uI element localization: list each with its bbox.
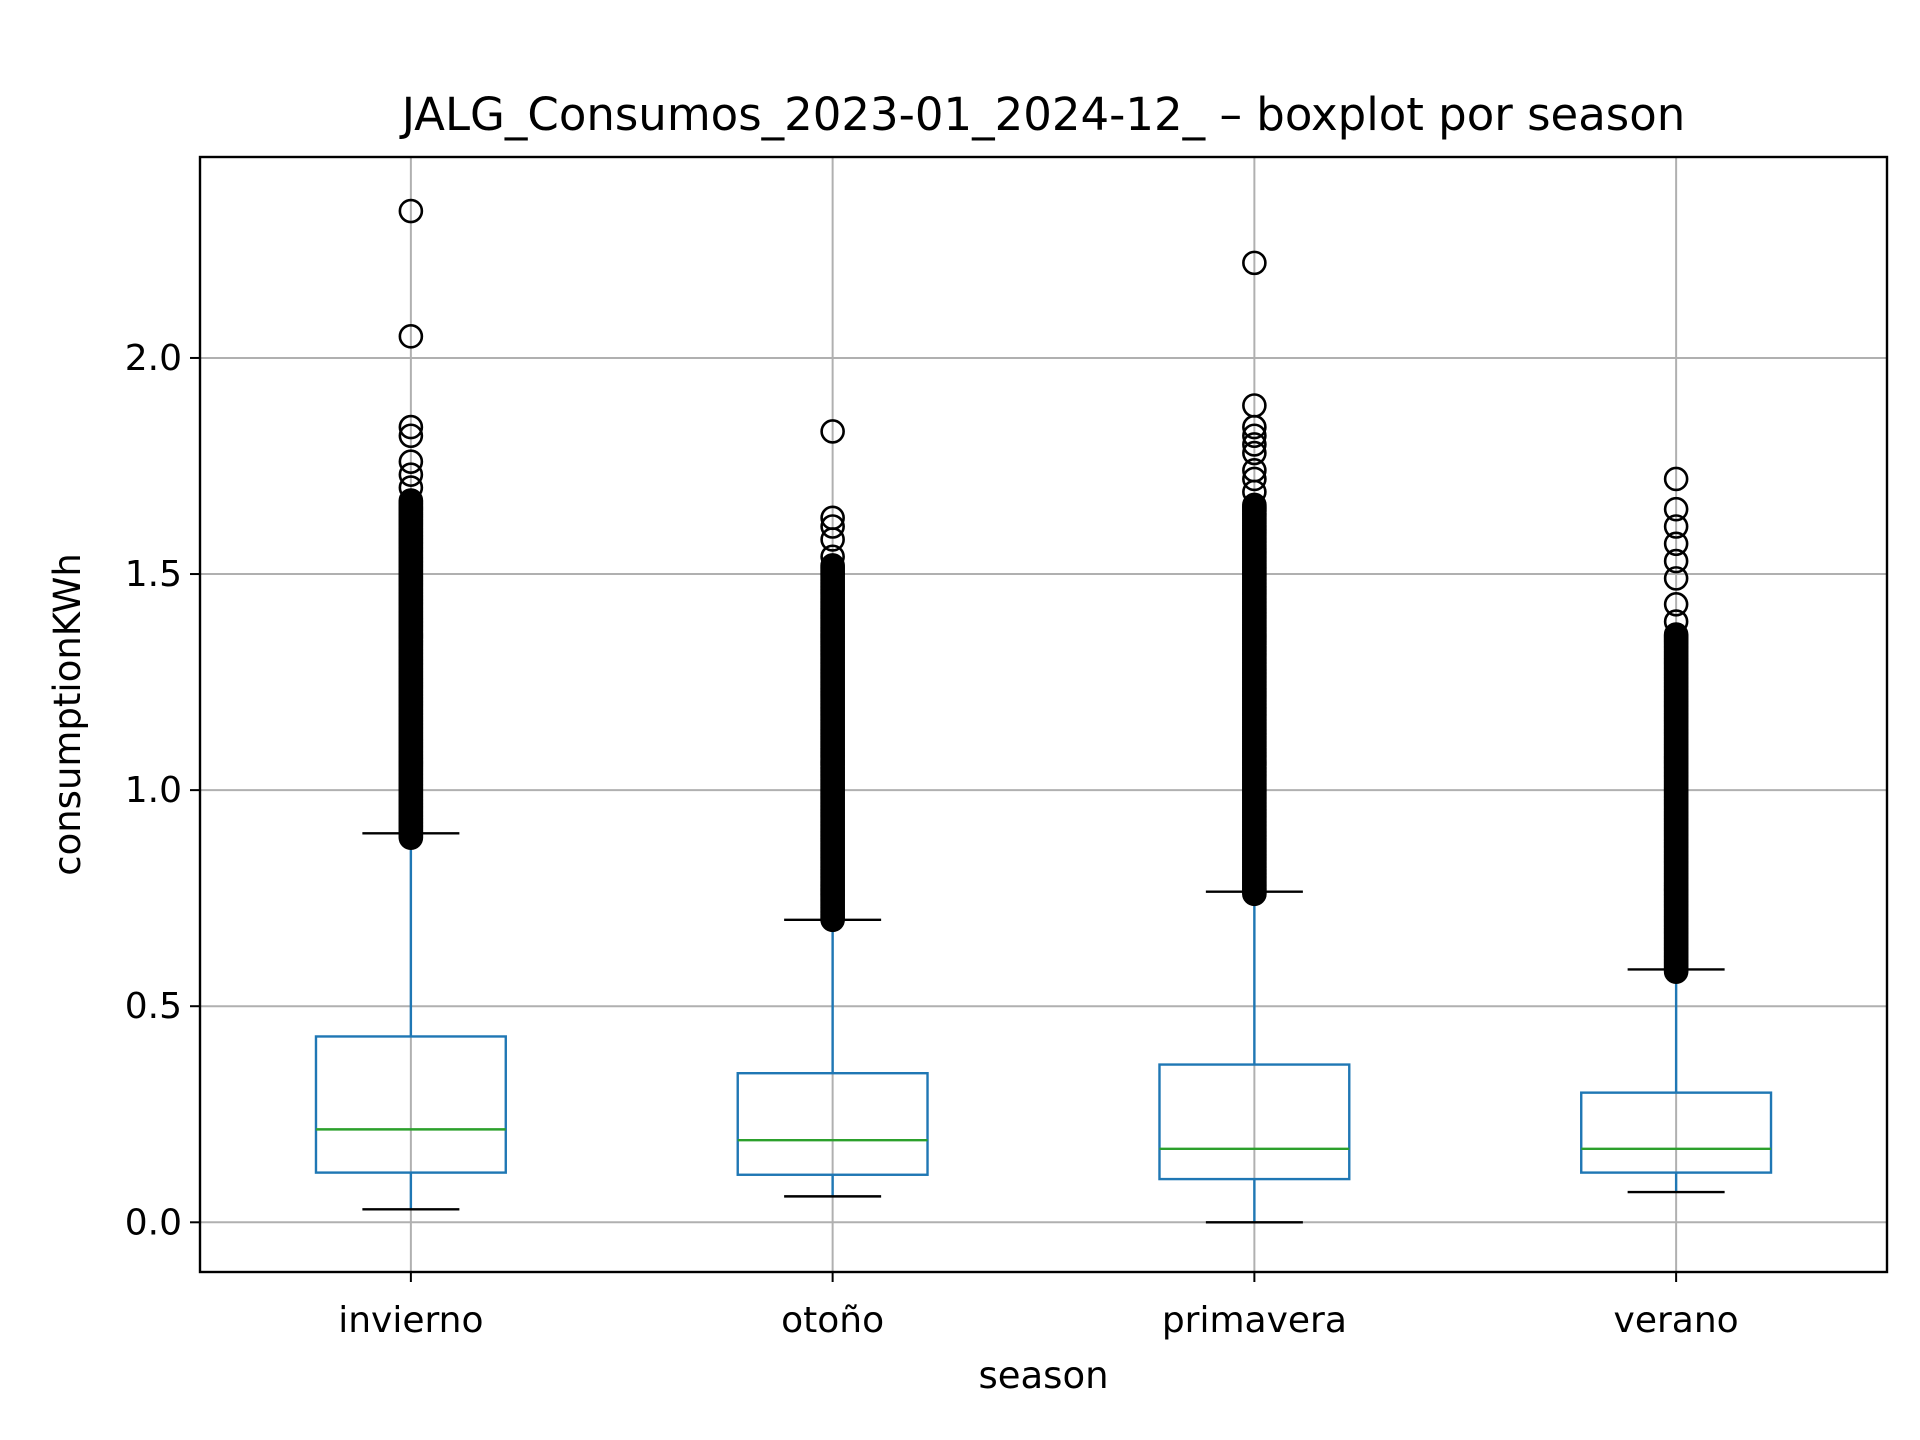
x-tick-label: verano (1614, 1300, 1739, 1341)
flier-point (398, 198, 424, 224)
box-invierno (314, 198, 507, 1211)
flier-point (398, 462, 424, 487)
flier-point (398, 475, 424, 500)
x-axis-label: season (978, 1354, 1108, 1397)
iqr-box (1158, 1063, 1351, 1181)
flier-point (1242, 432, 1267, 457)
flier-point (1663, 622, 1689, 647)
flier-point (398, 414, 424, 440)
x-tick-label: primavera (1162, 1300, 1347, 1341)
box-verano (1580, 466, 1773, 1194)
x-tick-label: invierno (338, 1300, 483, 1341)
flier-point (1663, 591, 1689, 617)
x-tick-label: otoño (781, 1300, 884, 1341)
y-tick-label: 1.5 (125, 554, 182, 595)
flier-point (1663, 548, 1689, 574)
flier-point (398, 423, 424, 449)
flier-point (1242, 250, 1267, 276)
flier-point (1663, 566, 1689, 591)
y-tick-label: 0.5 (125, 986, 182, 1027)
flier-point (1242, 423, 1267, 449)
boxes-layer (314, 198, 1773, 1224)
chart-title: JALG_Consumos_2023-01_2024-12_ – boxplot… (399, 88, 1686, 141)
flier-point (398, 449, 424, 474)
y-tick-label: 1.0 (125, 770, 182, 811)
flier-point (1663, 514, 1689, 539)
flier-point (1663, 496, 1689, 522)
box-primavera (1158, 250, 1351, 1224)
plot-frame (198, 155, 1889, 1274)
ticks-layer: 0.0 0.5 1.0 1.5 2.0 invierno otoño primavera ver… (125, 338, 1739, 1341)
y-tick-label: 0.0 (125, 1202, 182, 1243)
flier-point (1663, 466, 1689, 492)
flier-point (398, 324, 424, 349)
iqr-box (1580, 1091, 1773, 1174)
flier-point (820, 505, 845, 531)
flier-point (1242, 492, 1267, 518)
flier-point (1242, 458, 1267, 483)
iqr-box (736, 1072, 929, 1176)
flier-point (1242, 393, 1267, 418)
flier-point (820, 514, 845, 539)
box-otoño (736, 419, 929, 1198)
flier-point (398, 488, 424, 513)
y-axis-label: consumptionKWh (46, 553, 89, 876)
flier-point (820, 553, 845, 578)
flier-point (1242, 466, 1267, 492)
flier-point (820, 544, 845, 570)
flier-point (1663, 531, 1689, 557)
flier-point (1663, 609, 1689, 634)
flier-point (1242, 440, 1267, 466)
y-tick-label: 2.0 (125, 338, 182, 379)
iqr-box (314, 1035, 507, 1174)
flier-point (820, 419, 845, 444)
